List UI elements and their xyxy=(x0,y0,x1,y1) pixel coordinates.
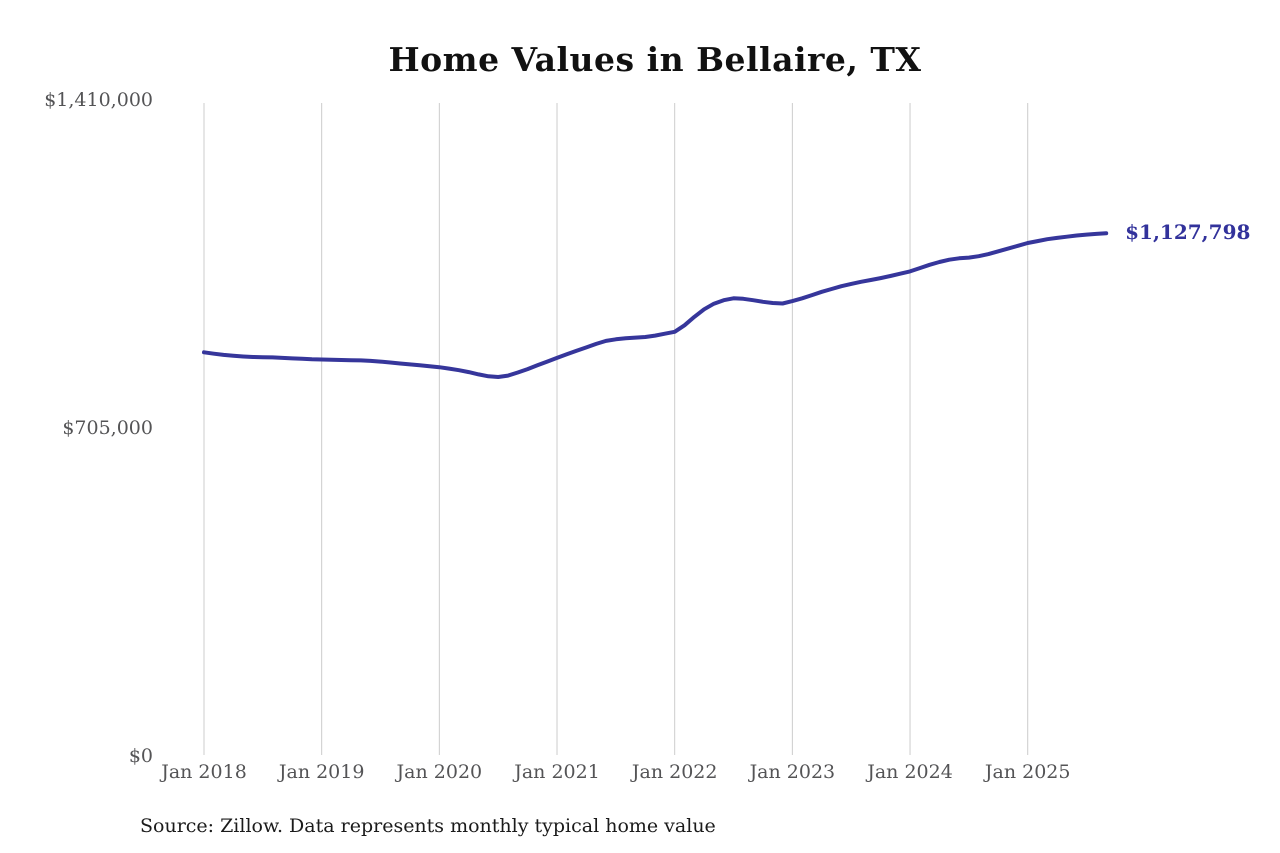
y-axis-tick-label: $1,410,000 xyxy=(44,89,153,111)
x-axis-tick-label: Jan 2022 xyxy=(631,761,718,783)
x-axis-tick-label: Jan 2018 xyxy=(161,761,247,783)
value-line xyxy=(202,231,1109,379)
x-axis-tick-label: Jan 2020 xyxy=(396,761,483,783)
x-axis-tick-label: Jan 2023 xyxy=(749,761,836,783)
x-axis-tick-label: Jan 2025 xyxy=(984,761,1071,783)
x-axis-tick-label: Jan 2019 xyxy=(278,761,365,783)
x-axis-tick-label: Jan 2024 xyxy=(867,761,953,783)
y-axis-tick-label: $705,000 xyxy=(62,417,153,439)
source-note: Source: Zillow. Data represents monthly … xyxy=(140,815,716,837)
y-axis-tick-label: $0 xyxy=(128,745,153,767)
current-value-label: $1,127,798 xyxy=(1125,220,1251,245)
chart-title: Home Values in Bellaire, TX xyxy=(388,40,922,79)
x-axis-tick-label: Jan 2021 xyxy=(514,761,600,783)
